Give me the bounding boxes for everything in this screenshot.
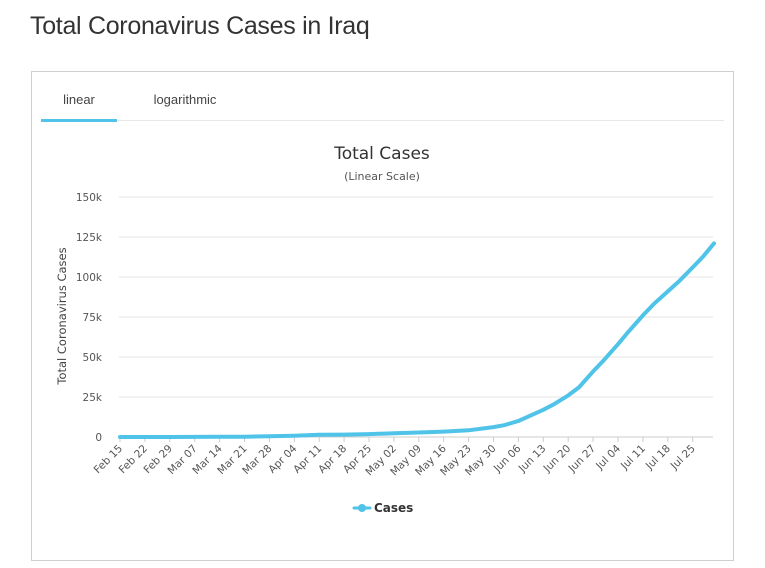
y-tick-label: 75k <box>83 312 103 324</box>
legend[interactable]: Cases <box>352 501 413 515</box>
x-tick-label: Jul 04 <box>593 442 623 472</box>
x-tick-label: Jul 18 <box>643 443 673 473</box>
chart-subtitle: (Linear Scale) <box>344 170 420 183</box>
y-tick-label: 100k <box>76 272 103 284</box>
scale-tabs: linear logarithmic <box>41 72 724 122</box>
series-line-cases <box>118 241 716 439</box>
x-tick-label: Jun 27 <box>566 443 599 476</box>
legend-label-cases: Cases <box>374 501 413 515</box>
page-title: Total Coronavirus Cases in Iraq <box>30 12 370 40</box>
y-axis-title: Total Coronavirus Cases <box>55 247 69 385</box>
x-tick-label: Jun 13 <box>516 443 549 476</box>
x-tick-label: Jul 25 <box>668 443 698 473</box>
x-tick-label: Jul 11 <box>618 443 648 473</box>
y-tick-label: 25k <box>83 392 103 404</box>
tab-logarithmic[interactable]: logarithmic <box>153 92 217 107</box>
x-tick-label: Jun 06 <box>491 442 524 475</box>
tab-linear[interactable]: linear <box>41 72 117 122</box>
y-tick-label: 50k <box>83 352 103 364</box>
cases-chart: Total Cases (Linear Scale) 0 25k 50k 75k 100… <box>55 144 716 515</box>
gridlines <box>119 196 713 438</box>
chart-title: Total Cases <box>333 144 430 164</box>
y-axis-tick-labels: 0 25k 50k 75k 100k 125k 150k <box>76 192 103 444</box>
y-tick-label: 125k <box>76 232 103 244</box>
x-tick-label: Jun 20 <box>541 443 574 476</box>
y-tick-label: 150k <box>76 192 103 204</box>
legend-marker <box>358 504 366 512</box>
chart-panel: linear logarithmic Total Cases (Linear S… <box>31 71 734 561</box>
y-tick-label: 0 <box>95 432 102 444</box>
series-group <box>118 241 716 439</box>
